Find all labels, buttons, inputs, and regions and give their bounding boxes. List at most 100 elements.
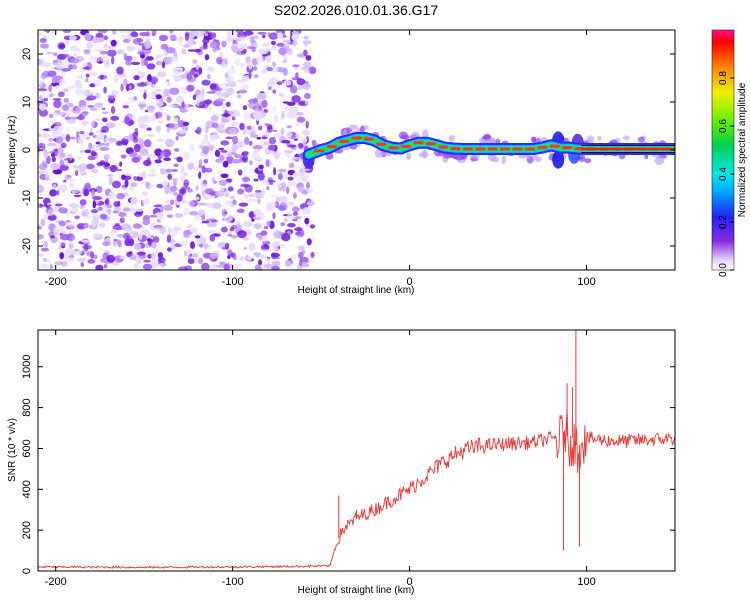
- ridge-halo: [454, 155, 465, 161]
- noise-speckle: [114, 256, 119, 260]
- noise-speckle: [118, 30, 129, 34]
- noise-speckle: [183, 151, 191, 160]
- noise-speckle: [128, 151, 138, 157]
- noise-speckle: [246, 46, 256, 50]
- noise-speckle: [249, 160, 253, 165]
- noise-speckle: [60, 242, 67, 247]
- colorbar-tick-label: 0.8: [718, 71, 729, 85]
- colorbar-tick-label: 0.4: [718, 167, 729, 181]
- noise-speckle: [102, 111, 109, 115]
- noise-speckle: [46, 155, 51, 165]
- noise-speckle: [163, 81, 170, 84]
- noise-speckle: [40, 218, 46, 227]
- ridge-halo: [586, 135, 595, 142]
- colorbar-gradient: [711, 29, 735, 271]
- noise-speckle: [116, 233, 124, 238]
- y-tick-label: 200: [21, 521, 33, 539]
- noise-speckle: [272, 105, 276, 113]
- noise-speckle: [263, 263, 273, 269]
- noise-speckle: [286, 201, 295, 206]
- noise-speckle: [193, 83, 197, 88]
- noise-speckle: [256, 92, 267, 100]
- noise-speckle: [272, 89, 277, 94]
- noise-speckle: [60, 261, 68, 267]
- noise-speckle: [118, 211, 127, 218]
- noise-speckle: [295, 234, 301, 240]
- noise-speckle: [143, 92, 147, 100]
- noise-speckle: [71, 106, 81, 114]
- noise-speckle: [38, 58, 43, 65]
- noise-speckle: [198, 171, 202, 179]
- noise-speckle: [141, 45, 146, 51]
- noise-speckle: [259, 144, 267, 147]
- noise-speckle: [98, 143, 107, 146]
- noise-speckle: [79, 204, 85, 210]
- noise-speckle: [57, 184, 68, 193]
- noise-speckle: [297, 245, 305, 251]
- noise-speckle: [71, 205, 79, 214]
- noise-speckle: [295, 121, 300, 127]
- noise-speckle: [292, 211, 298, 216]
- noise-speckle: [169, 123, 179, 130]
- noise-speckle: [57, 147, 64, 154]
- noise-speckle: [226, 87, 235, 96]
- noise-speckle: [56, 190, 60, 196]
- ridge-halo: [360, 125, 365, 134]
- noise-speckle: [59, 78, 66, 86]
- noise-speckle: [96, 162, 104, 167]
- noise-speckle: [155, 89, 163, 92]
- noise-speckle: [114, 168, 123, 172]
- noise-speckle: [285, 130, 293, 139]
- noise-speckle: [161, 61, 166, 69]
- noise-speckle: [123, 53, 127, 58]
- noise-speckle: [305, 120, 309, 129]
- noise-speckle: [124, 179, 129, 188]
- noise-speckle: [111, 56, 115, 65]
- noise-speckle: [167, 105, 176, 108]
- noise-speckle: [242, 237, 250, 241]
- noise-speckle: [135, 176, 144, 182]
- noise-speckle: [88, 132, 94, 136]
- noise-speckle: [133, 143, 141, 153]
- noise-speckle: [294, 227, 303, 232]
- noise-speckle: [216, 56, 223, 65]
- noise-speckle: [221, 208, 228, 217]
- noise-speckle: [268, 32, 279, 40]
- noise-speckle: [183, 179, 190, 187]
- noise-speckle: [124, 173, 134, 177]
- noise-speckle: [141, 227, 146, 234]
- noise-speckle: [133, 263, 139, 269]
- noise-speckle: [89, 72, 98, 76]
- noise-speckle: [119, 74, 125, 79]
- noise-speckle: [199, 46, 209, 50]
- noise-speckle: [40, 247, 50, 252]
- noise-speckle: [97, 206, 103, 211]
- noise-speckle: [119, 161, 123, 167]
- noise-speckle: [48, 128, 56, 131]
- noise-speckle: [287, 223, 296, 228]
- noise-speckle: [231, 159, 241, 164]
- noise-speckle: [217, 82, 227, 89]
- noise-speckle: [86, 41, 93, 50]
- colorbar-tick-label: 0.0: [718, 263, 729, 277]
- noise-speckle: [82, 120, 90, 125]
- noise-speckle: [145, 182, 150, 189]
- noise-speckle: [106, 204, 113, 209]
- noise-speckle: [165, 168, 172, 173]
- noise-speckle: [295, 145, 299, 149]
- noise-speckle: [124, 186, 128, 191]
- noise-speckle: [198, 257, 203, 265]
- noise-speckle: [240, 50, 247, 55]
- noise-speckle: [103, 35, 109, 41]
- noise-speckle: [167, 247, 172, 252]
- noise-speckle: [40, 43, 49, 49]
- noise-speckle: [194, 258, 199, 264]
- noise-speckle: [233, 43, 241, 47]
- noise-speckle: [302, 256, 309, 263]
- noise-speckle: [225, 72, 229, 78]
- noise-speckle: [205, 107, 213, 111]
- noise-speckle: [74, 215, 80, 220]
- noise-speckle: [110, 106, 116, 114]
- noise-speckle: [236, 47, 244, 51]
